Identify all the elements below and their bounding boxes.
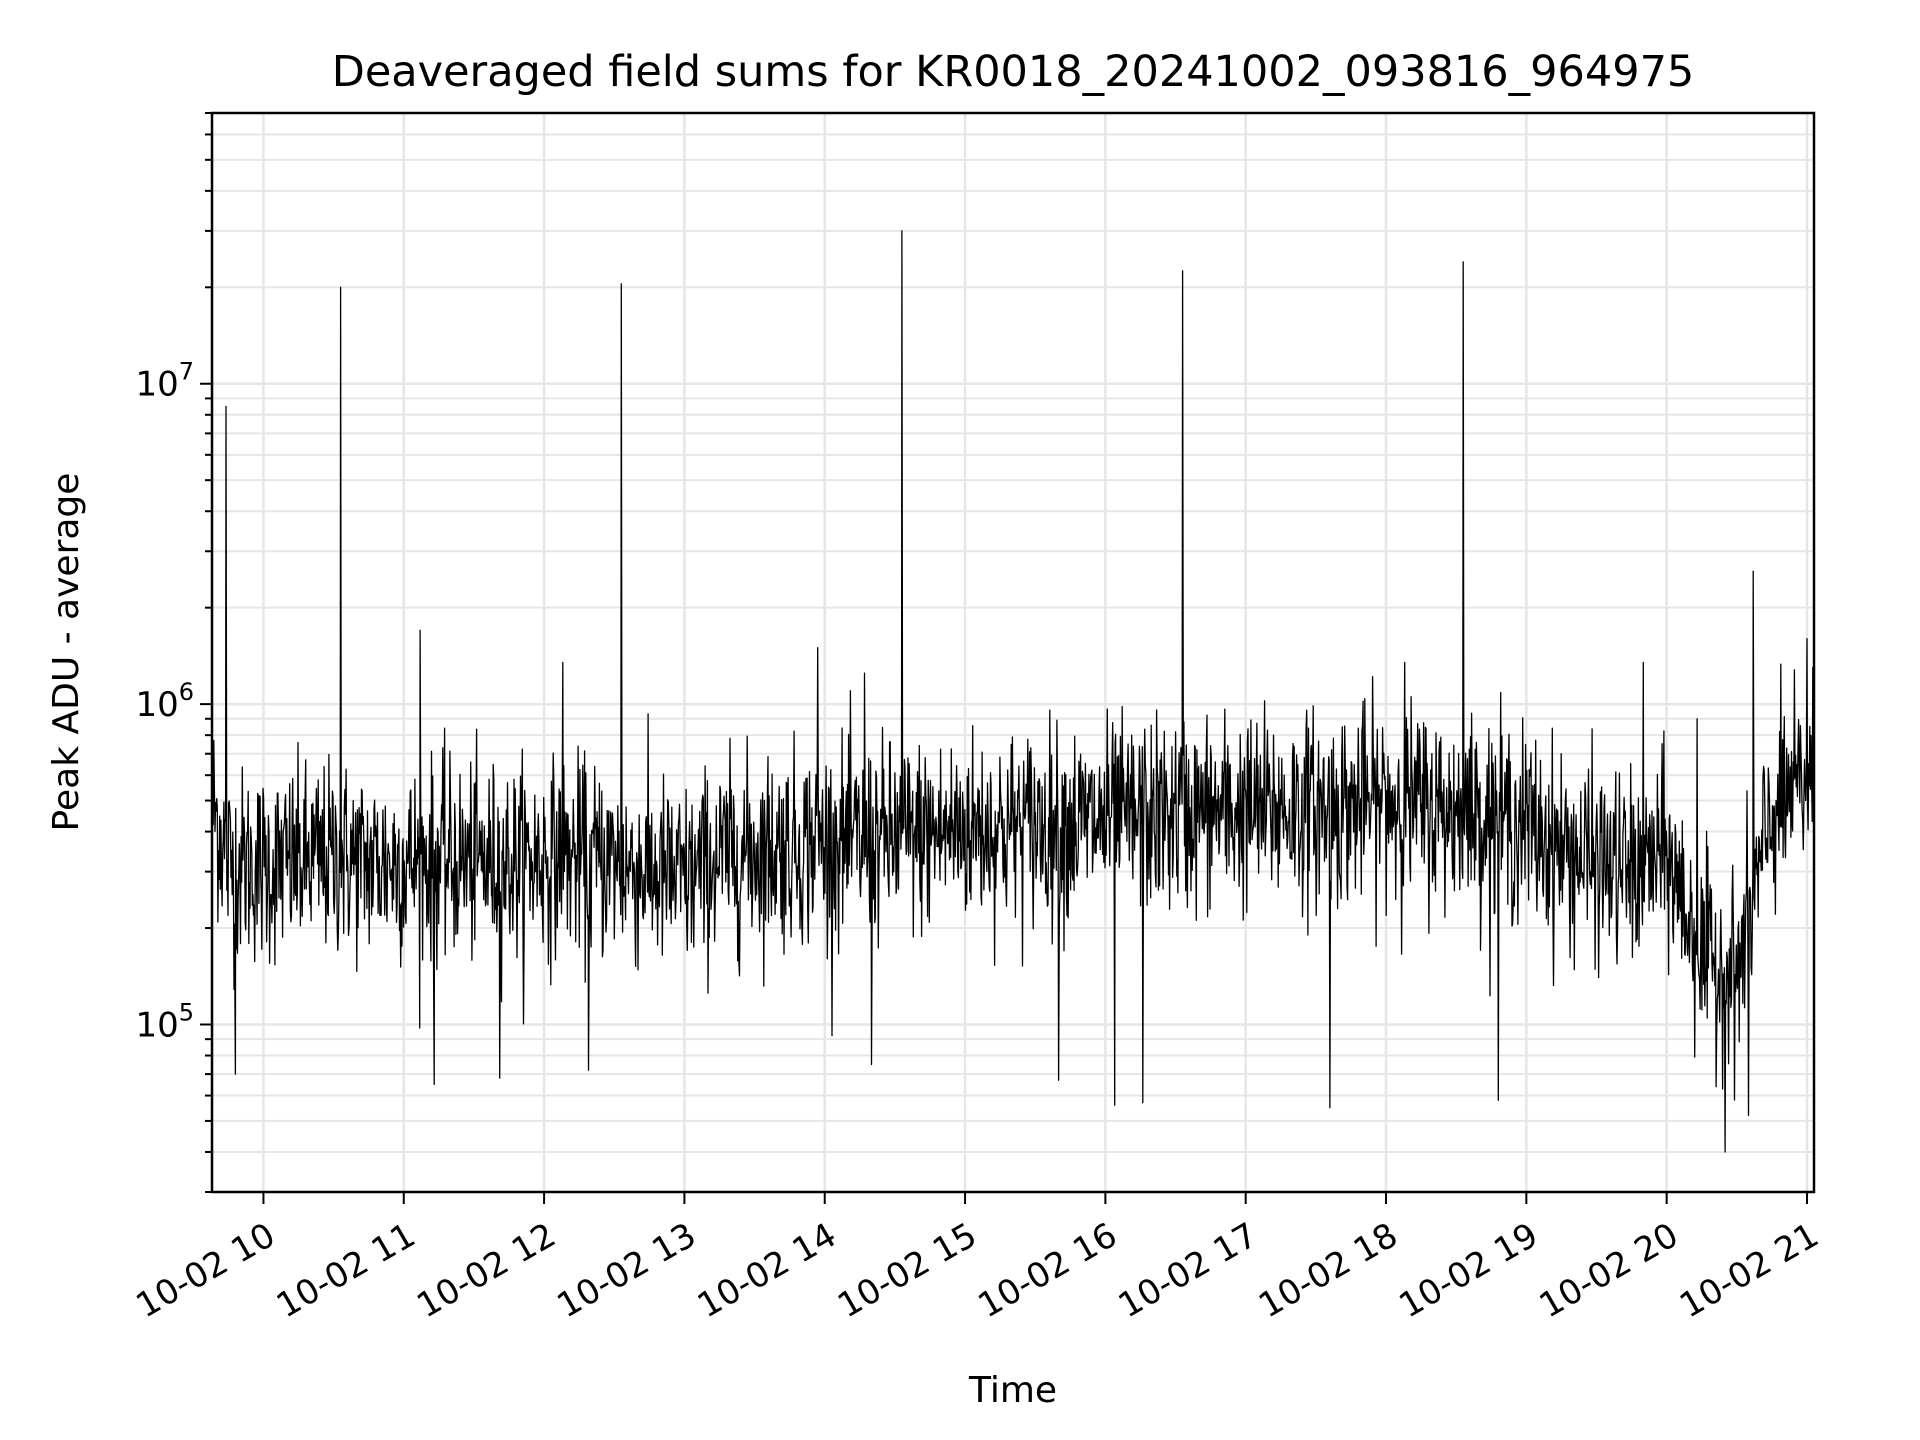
x-tick-label: 10-02 15 — [831, 1215, 983, 1326]
grid — [212, 112, 1814, 1193]
x-tick-label: 10-02 21 — [1673, 1215, 1825, 1326]
data-line-layer — [211, 230, 1815, 1153]
chart-title: Deaveraged field sums for KR0018_2024100… — [332, 47, 1695, 97]
y-tick-label: 107 — [135, 358, 194, 405]
x-tick-label: 10-02 10 — [130, 1215, 282, 1326]
y-tick-label: 105 — [135, 998, 194, 1045]
x-tick-label: 10-02 19 — [1392, 1215, 1544, 1326]
x-tick-label: 10-02 14 — [691, 1215, 843, 1326]
y-tick-label: 106 — [135, 678, 194, 725]
x-tick-label: 10-02 13 — [551, 1215, 703, 1326]
x-tick-label: 10-02 11 — [270, 1215, 422, 1326]
y-axis-label: Peak ADU - average — [46, 473, 87, 832]
x-tick-label: 10-02 17 — [1112, 1215, 1264, 1326]
x-tick-label: 10-02 12 — [410, 1215, 562, 1326]
x-tick-label: 10-02 16 — [971, 1215, 1123, 1326]
plot-frame — [210, 111, 1816, 1194]
x-tick-label: 10-02 18 — [1252, 1215, 1404, 1326]
x-tick-label: 10-02 20 — [1533, 1215, 1685, 1326]
x-axis-label: Time — [968, 1370, 1057, 1411]
series-line — [211, 230, 1815, 1153]
